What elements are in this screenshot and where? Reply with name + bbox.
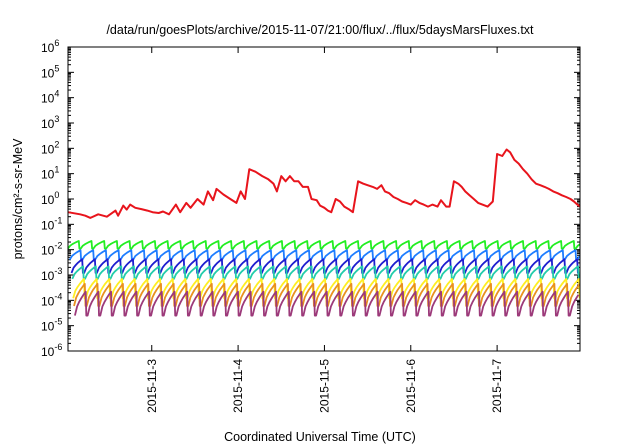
series-line-7 xyxy=(74,290,580,317)
y-tick-label: 10-2 xyxy=(41,241,62,258)
x-tick-label: 2015-11-4 xyxy=(231,359,245,413)
y-tick-label: 10-1 xyxy=(41,215,62,232)
y-tick-label: 105 xyxy=(41,63,59,80)
x-axis-label: Coordinated Universal Time (UTC) xyxy=(224,430,416,444)
y-tick-label: 10-4 xyxy=(41,291,62,308)
y-tick-label: 103 xyxy=(41,114,59,131)
y-tick-label: 106 xyxy=(41,38,59,55)
y-tick-label: 101 xyxy=(41,165,59,182)
y-axis-label: protons/cm²-s-sr-MeV xyxy=(11,138,25,260)
series-line-0 xyxy=(67,148,581,219)
chart-title: /data/run/goesPlots/archive/2015-11-07/2… xyxy=(106,23,534,37)
series-line-1 xyxy=(67,240,581,250)
x-tick-label: 2015-11-3 xyxy=(145,359,159,413)
y-tick-label: 100 xyxy=(41,190,59,207)
y-tick-label: 104 xyxy=(41,89,59,106)
plot-series xyxy=(67,148,581,317)
series-line-2 xyxy=(68,249,581,261)
x-tick-label: 2015-11-5 xyxy=(317,359,331,413)
y-tick-label: 10-5 xyxy=(41,317,62,334)
x-axis-ticks: 2015-11-3 2015-11-4 2015-11-5 2015-11-6 2015… xyxy=(145,47,504,413)
y-tick-label: 10-3 xyxy=(41,266,62,283)
y-tick-label: 10-6 xyxy=(41,342,62,359)
y-tick-label: 102 xyxy=(41,139,59,156)
x-tick-label: 2015-11-6 xyxy=(404,359,418,413)
plot-frame xyxy=(67,46,581,352)
x-tick-label: 2015-11-7 xyxy=(490,359,504,413)
